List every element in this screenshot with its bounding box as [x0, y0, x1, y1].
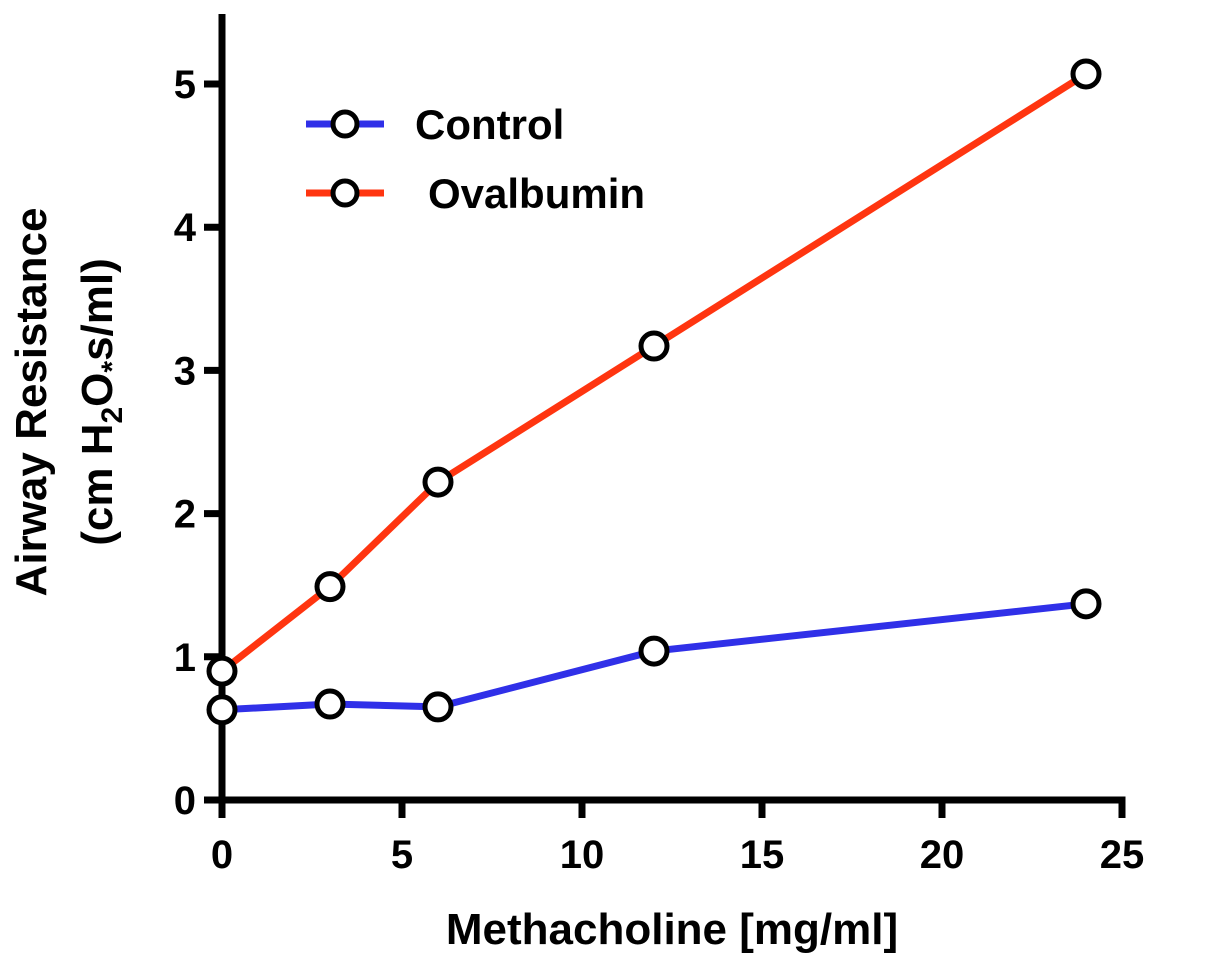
x-axis-title: Methacholine [mg/ml]: [446, 905, 898, 954]
y-title-subscript: 2: [96, 407, 129, 424]
data-point-ovalbumin: [422, 466, 454, 498]
legend-marker-control: [330, 109, 360, 139]
y-tick-label: 5: [174, 63, 196, 107]
y-title-suffix: s/ml): [73, 258, 122, 361]
data-point-ovalbumin: [314, 571, 346, 603]
data-point-ovalbumin: [206, 655, 238, 687]
series-line-ovalbumin: [219, 71, 1088, 674]
y-tick-label: 4: [174, 206, 197, 250]
series-layer: [206, 58, 1102, 726]
data-point-control: [422, 691, 454, 723]
data-point-ovalbumin: [638, 330, 670, 362]
y-tick-label: 3: [174, 349, 196, 393]
y-title-prefix: (cm H: [73, 424, 122, 546]
data-point-control: [206, 694, 238, 726]
x-tick-label: 10: [560, 833, 605, 877]
legend-marker-ovalbumin: [330, 178, 360, 208]
legend-label-ovalbumin: Ovalbumin: [428, 170, 645, 217]
x-tick-label: 20: [920, 833, 965, 877]
y-tick-label: 0: [174, 779, 196, 823]
x-tick-label: 0: [211, 833, 233, 877]
x-tick-label: 25: [1100, 833, 1145, 877]
data-point-control: [1070, 588, 1102, 620]
legend: Control Ovalbumin: [306, 101, 645, 217]
data-point-control: [314, 688, 346, 720]
y-title-mid: O: [73, 373, 122, 407]
y-axis-title-line2: (cm H2O*s/ml): [73, 258, 129, 546]
y-axis-ticks: 0 1 2 3 4 5: [174, 63, 222, 823]
y-tick-label: 1: [174, 636, 196, 680]
y-title-star: *: [96, 361, 129, 373]
x-tick-label: 5: [391, 833, 413, 877]
y-axis-title-line1: Airway Resistance: [7, 208, 56, 597]
y-tick-label: 2: [174, 493, 196, 537]
x-tick-label: 15: [740, 833, 785, 877]
x-axis-ticks: 0 5 10 15 20 25: [211, 800, 1144, 877]
y-axis-title: Airway Resistance (cm H2O*s/ml): [7, 208, 129, 597]
data-point-control: [638, 635, 670, 667]
data-point-ovalbumin: [1070, 58, 1102, 90]
legend-label-control: Control: [415, 101, 564, 148]
